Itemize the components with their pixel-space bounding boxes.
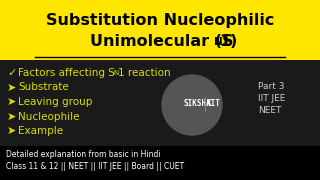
Text: ➤: ➤: [7, 82, 16, 93]
Bar: [0, 146, 320, 180]
Text: N: N: [214, 37, 223, 47]
Text: Class 11 & 12 || NEET || IIT JEE || Board || CUET: Class 11 & 12 || NEET || IIT JEE || Boar…: [6, 162, 184, 171]
Text: ➤: ➤: [7, 97, 16, 107]
Text: SIKSHA: SIKSHA: [184, 100, 212, 109]
Text: N: N: [113, 70, 118, 76]
Circle shape: [162, 75, 222, 135]
Text: 1 reaction: 1 reaction: [118, 68, 171, 78]
Text: ➤: ➤: [7, 111, 16, 122]
Text: IIT JEE: IIT JEE: [258, 94, 285, 103]
Text: ✓: ✓: [7, 68, 16, 78]
Text: Leaving group: Leaving group: [18, 97, 92, 107]
Text: Unimolecular (S: Unimolecular (S: [90, 34, 234, 49]
Text: Part 3: Part 3: [258, 82, 284, 91]
Text: Substrate: Substrate: [18, 82, 69, 93]
Text: Factors affecting S: Factors affecting S: [18, 68, 115, 78]
Text: KIT: KIT: [207, 100, 221, 109]
Bar: [0, 0, 320, 60]
Text: Example: Example: [18, 126, 63, 136]
Text: Substitution Nucleophilic: Substitution Nucleophilic: [46, 13, 274, 28]
Text: 1): 1): [219, 34, 237, 49]
Text: Detailed explanation from basic in Hindi: Detailed explanation from basic in Hindi: [6, 150, 161, 159]
Text: ➤: ➤: [7, 126, 16, 136]
Text: NEET: NEET: [258, 106, 281, 115]
Text: Nucleophile: Nucleophile: [18, 111, 79, 122]
